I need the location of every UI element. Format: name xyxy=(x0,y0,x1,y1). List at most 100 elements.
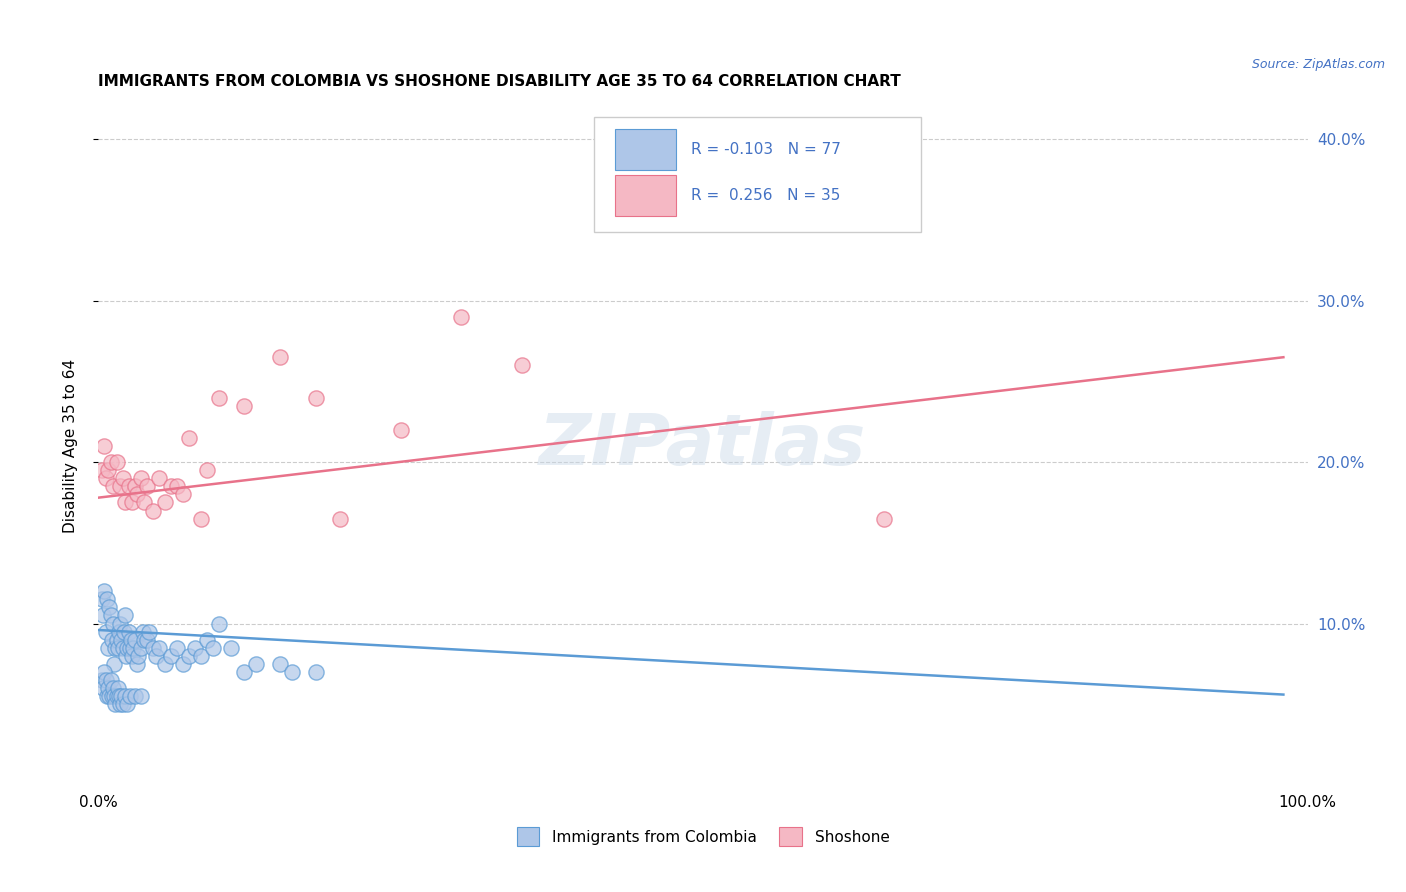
FancyBboxPatch shape xyxy=(614,128,676,170)
Point xyxy=(129,471,152,485)
Point xyxy=(101,479,124,493)
Point xyxy=(117,698,139,712)
Text: IMMIGRANTS FROM COLOMBIA VS SHOSHONE DISABILITY AGE 35 TO 64 CORRELATION CHART: IMMIGRANTS FROM COLOMBIA VS SHOSHONE DIS… xyxy=(98,74,901,89)
Point xyxy=(129,640,152,655)
Point xyxy=(281,665,304,679)
Point xyxy=(93,665,115,679)
Point xyxy=(97,681,120,695)
Point xyxy=(94,624,117,639)
Point xyxy=(142,640,165,655)
Point xyxy=(94,471,117,485)
Point xyxy=(91,608,114,623)
Point xyxy=(104,640,127,655)
Point xyxy=(104,698,127,712)
Point xyxy=(117,640,139,655)
Point xyxy=(195,463,218,477)
Point xyxy=(105,455,128,469)
Point xyxy=(114,608,136,623)
Point xyxy=(112,624,135,639)
Point xyxy=(105,632,128,647)
Point xyxy=(232,399,254,413)
Point xyxy=(100,632,122,647)
Point xyxy=(190,511,212,525)
Point xyxy=(114,495,136,509)
Point xyxy=(91,673,114,687)
Point xyxy=(195,632,218,647)
Text: R = -0.103   N = 77: R = -0.103 N = 77 xyxy=(690,142,841,157)
Point xyxy=(184,640,207,655)
Point xyxy=(114,689,136,703)
Point xyxy=(873,511,896,525)
Point xyxy=(232,665,254,679)
Point xyxy=(124,632,146,647)
FancyBboxPatch shape xyxy=(595,117,921,233)
Point xyxy=(153,495,176,509)
Point xyxy=(118,640,141,655)
Point xyxy=(172,657,194,671)
Point xyxy=(148,640,170,655)
Point xyxy=(389,423,412,437)
Point xyxy=(305,391,328,405)
Point xyxy=(120,632,142,647)
Point xyxy=(190,648,212,663)
Point xyxy=(172,487,194,501)
Point xyxy=(148,471,170,485)
Point xyxy=(101,616,124,631)
Point xyxy=(111,640,134,655)
Point xyxy=(245,657,267,671)
Point xyxy=(111,471,134,485)
Point xyxy=(108,616,131,631)
Text: Source: ZipAtlas.com: Source: ZipAtlas.com xyxy=(1251,58,1385,71)
Point xyxy=(134,495,156,509)
Point xyxy=(103,657,125,671)
Point xyxy=(96,689,118,703)
Point xyxy=(107,640,129,655)
Point xyxy=(135,479,157,493)
Y-axis label: Disability Age 35 to 64: Disability Age 35 to 64 xyxy=(63,359,77,533)
Point xyxy=(450,310,472,324)
Point xyxy=(329,511,352,525)
Point xyxy=(110,689,132,703)
Point xyxy=(142,503,165,517)
Point xyxy=(208,391,231,405)
Point xyxy=(103,689,125,703)
Point xyxy=(127,648,149,663)
Point xyxy=(118,624,141,639)
Point xyxy=(166,640,188,655)
Point xyxy=(129,689,152,703)
Point xyxy=(101,681,124,695)
Point xyxy=(100,455,122,469)
Point xyxy=(208,616,231,631)
Point xyxy=(124,689,146,703)
Point xyxy=(111,698,134,712)
Point xyxy=(305,665,328,679)
Point xyxy=(100,689,122,703)
Point xyxy=(118,689,141,703)
Point xyxy=(166,479,188,493)
Point xyxy=(108,689,131,703)
Point xyxy=(100,673,122,687)
Point xyxy=(202,640,225,655)
Text: ZIPatlas: ZIPatlas xyxy=(540,411,866,481)
Point xyxy=(221,640,243,655)
Text: R =  0.256   N = 35: R = 0.256 N = 35 xyxy=(690,187,841,202)
Point xyxy=(121,495,143,509)
Point xyxy=(160,479,183,493)
Point xyxy=(96,592,118,607)
Point xyxy=(91,681,114,695)
Point xyxy=(110,632,132,647)
Point xyxy=(145,648,167,663)
Point xyxy=(124,479,146,493)
Point xyxy=(179,648,201,663)
Point xyxy=(98,689,121,703)
Point xyxy=(93,439,115,453)
Point xyxy=(97,463,120,477)
Point xyxy=(93,584,115,599)
Point xyxy=(94,673,117,687)
Point xyxy=(122,640,145,655)
FancyBboxPatch shape xyxy=(614,175,676,216)
Point xyxy=(108,624,131,639)
Point xyxy=(510,359,533,373)
Point xyxy=(91,463,114,477)
Point xyxy=(138,624,160,639)
